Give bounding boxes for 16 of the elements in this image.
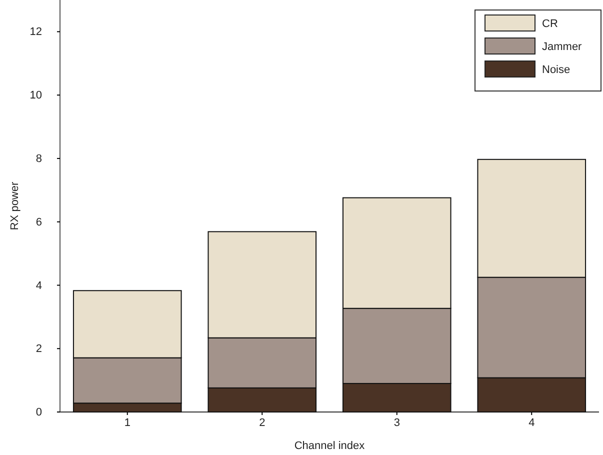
y-tick-label: 6 [36,216,42,228]
y-axis-title: RX power [9,182,21,230]
x-axis-title: Channel index [294,440,366,452]
y-tick-label: 8 [36,152,42,165]
y-tick-label: 0 [36,406,42,419]
x-tick-label: 3 [394,417,400,429]
legend-label: CR [542,18,558,30]
y-tick-label: 4 [36,280,42,292]
y-tick-label: 2 [36,343,42,356]
legend-label: Jammer [542,41,582,53]
x-tick-label: 2 [259,417,266,429]
legend-label: Noise [542,64,570,76]
y-tick-label: 12 [30,26,42,38]
y-tick-label: 10 [30,90,42,102]
x-tick-label: 1 [124,417,130,429]
x-tick-label: 4 [528,417,535,429]
